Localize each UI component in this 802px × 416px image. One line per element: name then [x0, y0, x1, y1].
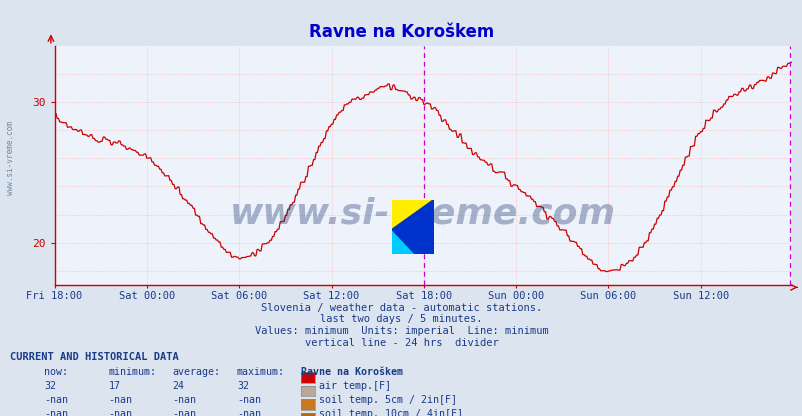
Text: 32: 32: [237, 381, 249, 391]
Text: soil temp. 10cm / 4in[F]: soil temp. 10cm / 4in[F]: [318, 409, 462, 416]
Polygon shape: [391, 200, 433, 254]
Text: Values: minimum  Units: imperial  Line: minimum: Values: minimum Units: imperial Line: mi…: [254, 326, 548, 336]
Text: minimum:: minimum:: [108, 367, 156, 377]
Text: 24: 24: [172, 381, 184, 391]
Text: vertical line - 24 hrs  divider: vertical line - 24 hrs divider: [304, 338, 498, 348]
Text: maximum:: maximum:: [237, 367, 285, 377]
Polygon shape: [391, 230, 415, 254]
Text: www.si-vreme.com: www.si-vreme.com: [230, 196, 615, 230]
Text: -nan: -nan: [172, 409, 196, 416]
Text: Ravne na Koroškem: Ravne na Koroškem: [301, 367, 403, 377]
Text: Slovenia / weather data - automatic stations.: Slovenia / weather data - automatic stat…: [261, 303, 541, 313]
Text: now:: now:: [44, 367, 68, 377]
Text: -nan: -nan: [44, 395, 68, 405]
Polygon shape: [391, 200, 433, 230]
Text: -nan: -nan: [108, 409, 132, 416]
Text: 32: 32: [44, 381, 56, 391]
Text: -nan: -nan: [172, 395, 196, 405]
Text: average:: average:: [172, 367, 221, 377]
Text: -nan: -nan: [237, 409, 261, 416]
Text: air temp.[F]: air temp.[F]: [318, 381, 391, 391]
Text: last two days / 5 minutes.: last two days / 5 minutes.: [320, 314, 482, 324]
Text: -nan: -nan: [237, 395, 261, 405]
Text: soil temp. 5cm / 2in[F]: soil temp. 5cm / 2in[F]: [318, 395, 456, 405]
Text: CURRENT AND HISTORICAL DATA: CURRENT AND HISTORICAL DATA: [10, 352, 178, 362]
Text: Ravne na Koroškem: Ravne na Koroškem: [309, 23, 493, 41]
Text: -nan: -nan: [108, 395, 132, 405]
Text: -nan: -nan: [44, 409, 68, 416]
Text: 17: 17: [108, 381, 120, 391]
Text: www.si-vreme.com: www.si-vreme.com: [6, 121, 15, 195]
